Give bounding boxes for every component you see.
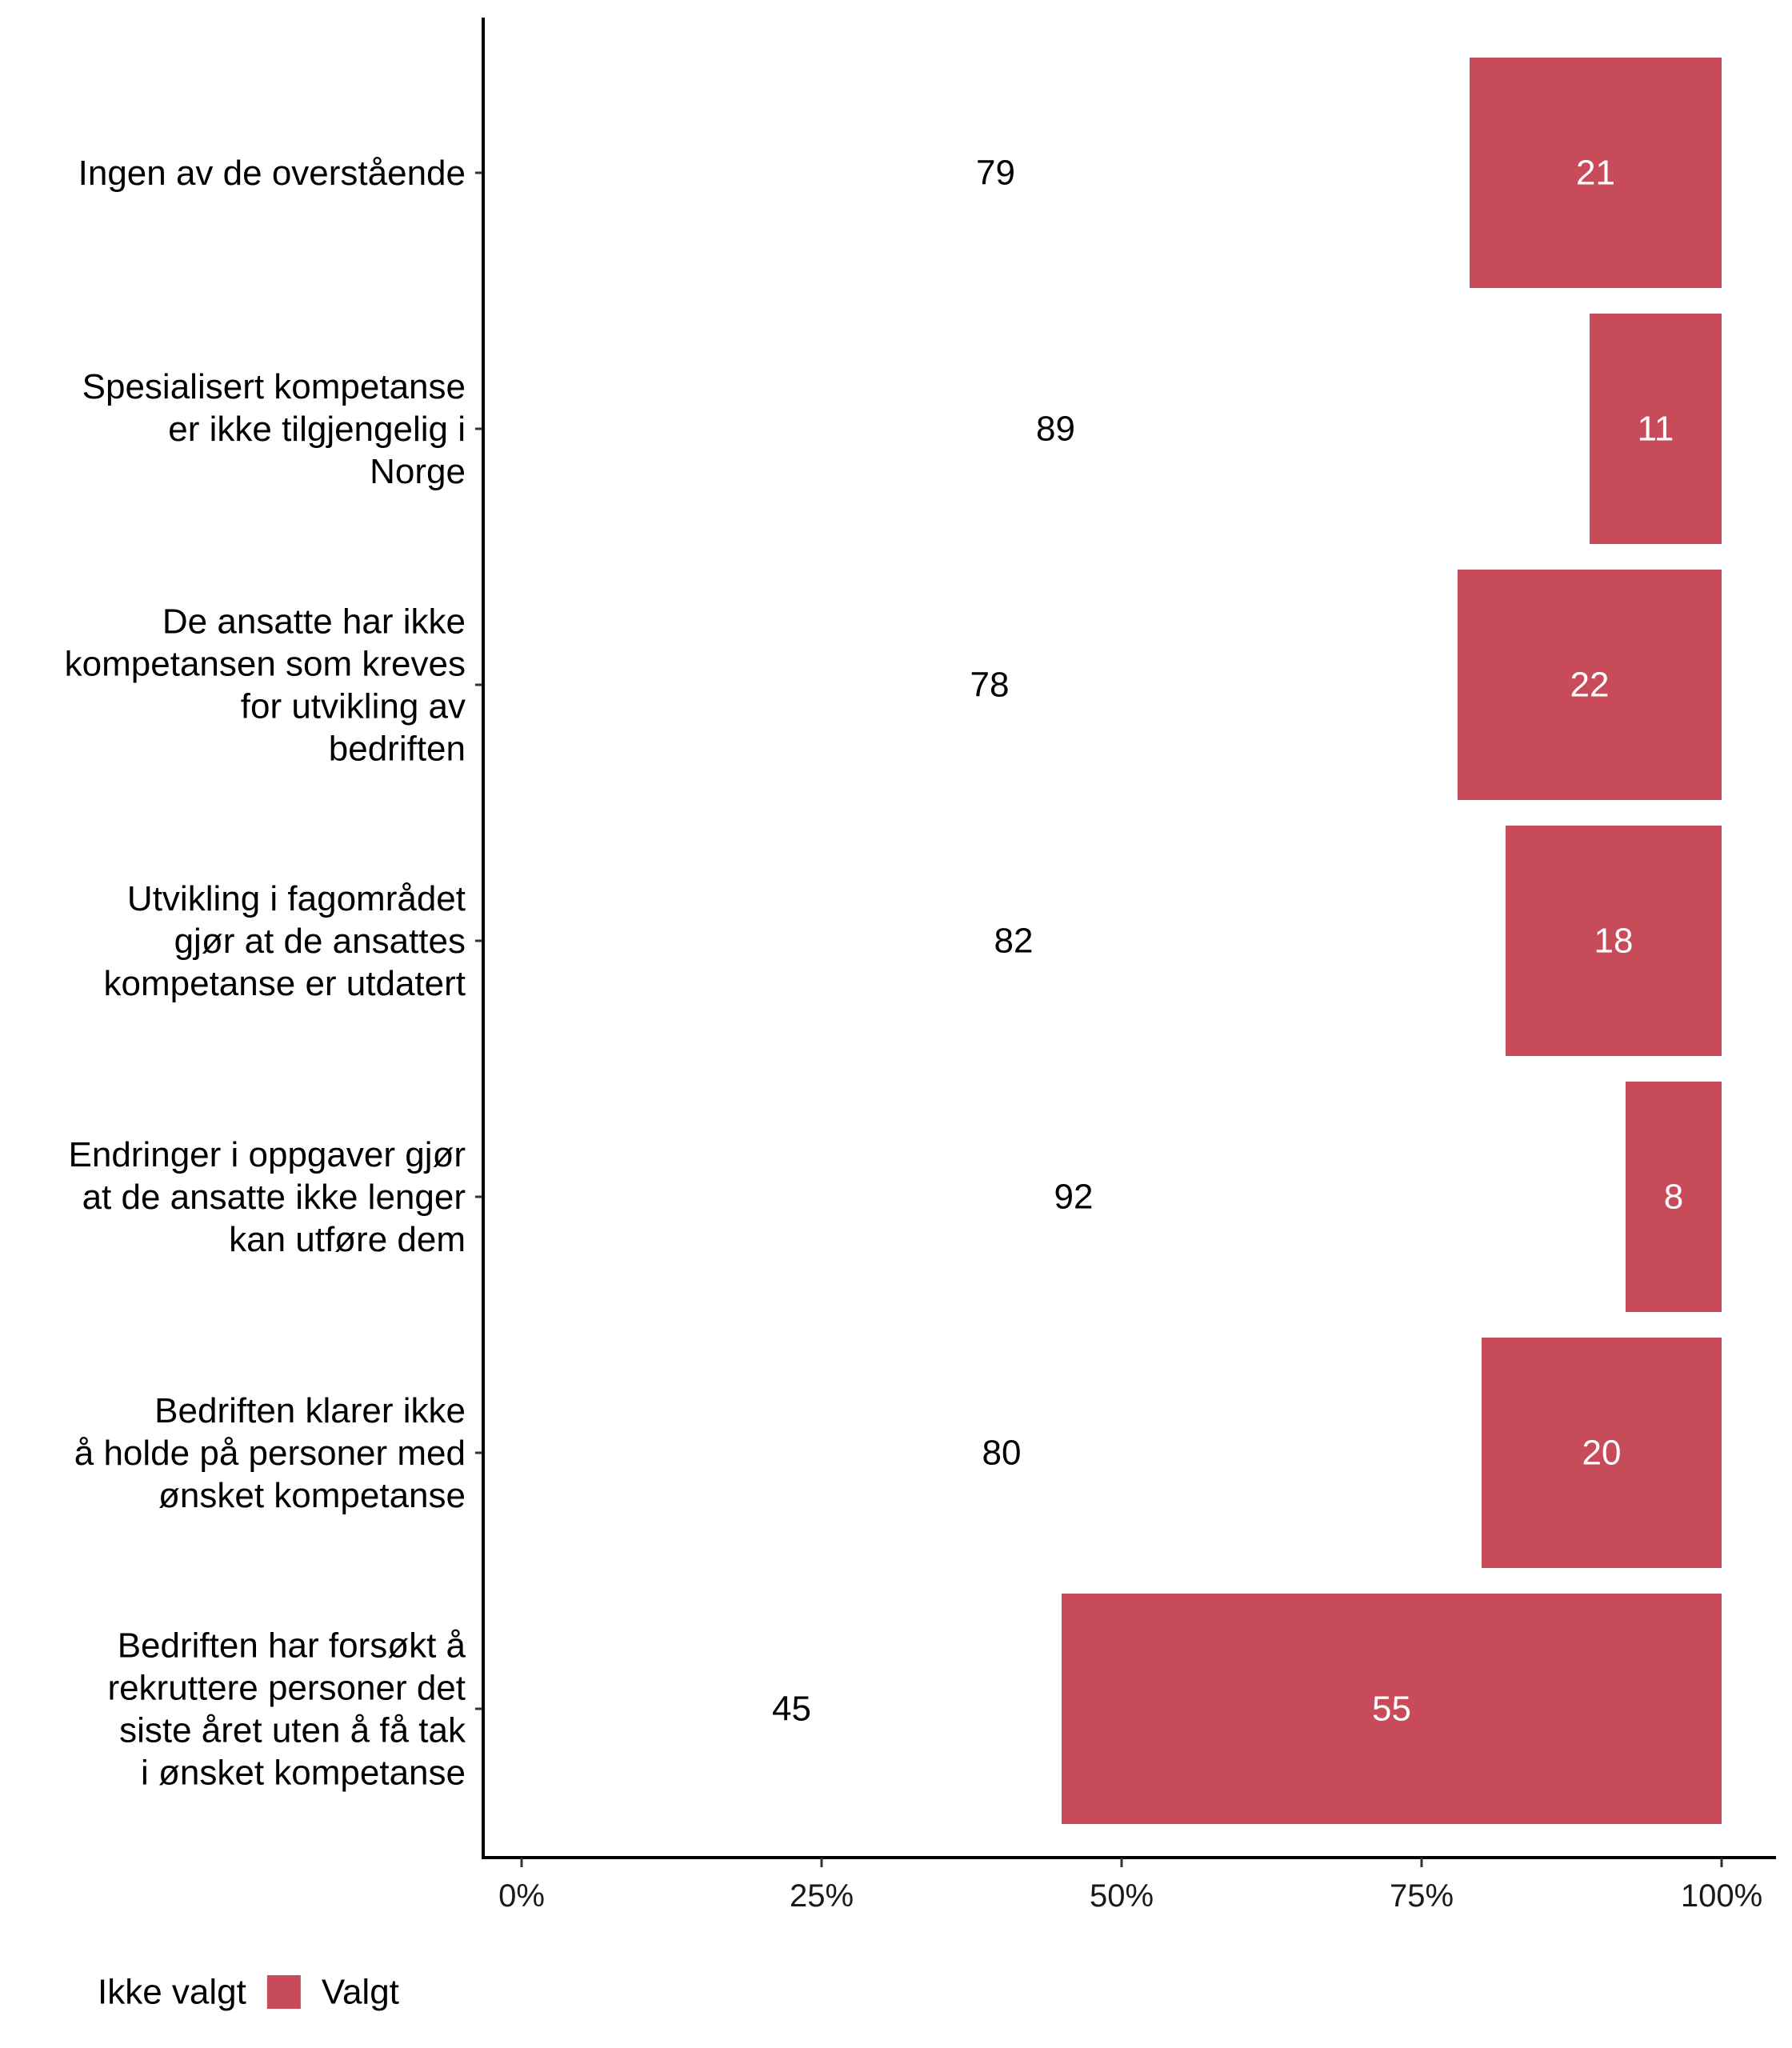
bar-ikke-valgt-2 [522, 570, 1458, 800]
category-labels-layer: Ingen av de overstående Spesialisert komp… [65, 154, 466, 1793]
bar-valgt-4 [1626, 1082, 1722, 1312]
value-label-valgt-1: 11 [1638, 410, 1674, 449]
category-label-0: Ingen av de overstående [78, 154, 466, 193]
value-label-ikke-valgt-3: 82 [994, 922, 1034, 961]
value-label-valgt-3: 18 [1594, 922, 1634, 961]
category-label-6: Bedriften har forsøkt å rekruttere person… [107, 1626, 466, 1792]
bar-ikke-valgt-1 [522, 314, 1590, 544]
bar-valgt-2 [1458, 570, 1722, 800]
value-label-valgt-0: 21 [1576, 154, 1615, 193]
legend-key-valgt [266, 1975, 301, 2009]
legend-key-ikke-valgt [64, 1975, 88, 2009]
legend-label-valgt: Valgt [322, 1973, 399, 2012]
value-label-ikke-valgt-6: 45 [772, 1690, 811, 1729]
bar-valgt-5 [1482, 1338, 1722, 1568]
value-label-ikke-valgt-2: 78 [970, 666, 1010, 705]
bar-ikke-valgt-0 [522, 58, 1470, 288]
bar-ikke-valgt-3 [522, 826, 1506, 1056]
axes-layer [475, 18, 1776, 1867]
category-label-3: Utvikling i fagområdet gjør at de ansatte… [104, 879, 466, 1003]
category-label-4: Endringer i oppgaver gjør at de ansatte i… [69, 1135, 466, 1259]
bar-valgt-3 [1506, 826, 1722, 1056]
value-label-valgt-5: 20 [1582, 1434, 1622, 1473]
bar-valgt-1 [1590, 314, 1722, 544]
value-label-ikke-valgt-4: 92 [1054, 1178, 1094, 1217]
x-tick-labels-layer: 0% 25% 50% 75% 100% [498, 1878, 1762, 1914]
value-label-valgt-6: 55 [1372, 1690, 1411, 1729]
x-tick-label-2: 50% [1090, 1878, 1154, 1914]
category-label-5: Bedriften klarer ikke å holde på personer… [74, 1391, 466, 1515]
x-tick-label-0: 0% [498, 1878, 545, 1914]
bars-layer [522, 58, 1722, 1824]
value-labels-layer: 79 21 89 11 78 22 82 18 92 8 80 20 45 55 [772, 154, 1683, 1729]
category-label-1: Spesialisert kompetanse er ikke tilgjenge… [82, 367, 466, 491]
value-label-valgt-2: 22 [1570, 666, 1610, 705]
x-tick-label-1: 25% [790, 1878, 854, 1914]
value-label-ikke-valgt-5: 80 [982, 1434, 1022, 1473]
category-label-2: De ansatte har ikke kompetansen som kreve… [65, 602, 466, 768]
bar-ikke-valgt-6 [522, 1594, 1062, 1824]
value-label-ikke-valgt-1: 89 [1036, 410, 1075, 449]
bar-ikke-valgt-4 [522, 1082, 1626, 1312]
legend: Ikke valgt Valgt [64, 1973, 399, 2012]
legend-label-ikke-valgt: Ikke valgt [98, 1973, 246, 2012]
x-tick-label-4: 100% [1681, 1878, 1762, 1914]
bar-valgt-6 [1062, 1594, 1722, 1824]
value-label-ikke-valgt-0: 79 [976, 154, 1015, 193]
bar-ikke-valgt-5 [522, 1338, 1482, 1568]
x-tick-label-3: 75% [1390, 1878, 1454, 1914]
bar-valgt-0 [1470, 58, 1722, 288]
value-label-valgt-4: 8 [1664, 1178, 1683, 1217]
